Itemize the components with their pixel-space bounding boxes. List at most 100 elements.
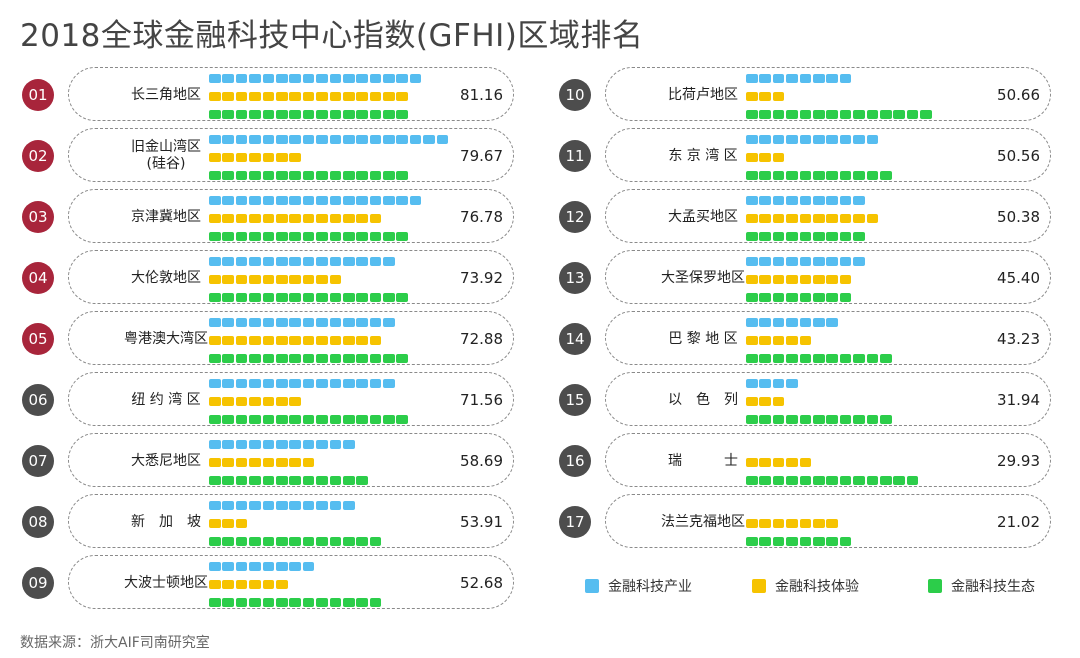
bar-experience xyxy=(746,519,840,528)
bar-segment xyxy=(249,110,261,119)
bar-segment xyxy=(369,171,382,180)
bar-segment xyxy=(316,214,328,223)
bar-segment xyxy=(786,275,798,284)
bar-industry xyxy=(746,74,853,83)
bar-segment xyxy=(342,318,355,327)
bar-segment xyxy=(262,257,275,266)
bar-segment xyxy=(342,415,355,424)
bar-segment xyxy=(746,397,758,406)
bar-segment xyxy=(786,458,798,467)
bar-segment xyxy=(839,537,852,546)
bar-segment xyxy=(369,318,382,327)
bar-segment xyxy=(746,232,758,241)
bar-segment xyxy=(222,476,234,485)
score-value: 79.67 xyxy=(460,147,503,165)
rank-badge: 08 xyxy=(22,506,54,538)
bar-segment xyxy=(289,598,301,607)
bar-segment xyxy=(289,397,301,406)
bar-segment xyxy=(289,336,301,345)
bar-segment xyxy=(289,232,301,241)
bar-segment xyxy=(356,135,368,144)
bar-segment xyxy=(316,275,328,284)
score-value: 52.68 xyxy=(460,574,503,592)
bar-segment xyxy=(369,110,382,119)
bar-segment xyxy=(235,135,248,144)
bar-segment xyxy=(853,476,865,485)
bar-segment xyxy=(839,354,852,363)
bar-segment xyxy=(356,293,368,302)
bar-industry xyxy=(746,196,867,205)
ranking-row: 09 大波士顿地区 52.68 xyxy=(22,555,514,611)
bar-segment xyxy=(302,318,315,327)
bar-segment xyxy=(329,232,342,241)
bar-segment xyxy=(812,354,825,363)
bar-segment xyxy=(222,153,234,162)
bar-segment xyxy=(879,415,892,424)
bar-segment xyxy=(316,476,328,485)
bar-segment xyxy=(289,153,301,162)
bar-segment xyxy=(249,74,261,83)
bar-segment xyxy=(342,440,355,449)
bar-segment xyxy=(772,519,785,528)
bar-ecosystem xyxy=(746,537,853,546)
bar-segment xyxy=(209,501,221,510)
bar-segment xyxy=(369,354,382,363)
legend-item: 金融科技体验 xyxy=(752,576,859,596)
bar-segment xyxy=(302,476,315,485)
bar-segment xyxy=(342,232,355,241)
bar-segment xyxy=(826,110,838,119)
bar-ecosystem xyxy=(209,293,410,302)
bar-segment xyxy=(222,537,234,546)
bar-segment xyxy=(289,458,301,467)
bar-segment xyxy=(235,397,248,406)
bar-segment xyxy=(262,415,275,424)
bar-segment xyxy=(772,397,785,406)
region-name: 大伦敦地区 xyxy=(131,269,201,286)
row-card: 瑞 士 29.93 xyxy=(605,433,1051,487)
bar-segment xyxy=(329,275,342,284)
bar-segment xyxy=(826,171,838,180)
region-name: 大波士顿地区 xyxy=(124,574,208,591)
bar-segment xyxy=(799,214,812,223)
score-value: 76.78 xyxy=(460,208,503,226)
ranking-row: 03 京津冀地区 76.78 xyxy=(22,189,514,245)
bar-segment xyxy=(759,171,771,180)
bar-segment xyxy=(383,415,395,424)
bar-segment xyxy=(222,336,234,345)
bar-segment xyxy=(262,74,275,83)
bar-segment xyxy=(879,354,892,363)
bar-segment xyxy=(235,74,248,83)
bar-industry xyxy=(746,135,880,144)
bar-segment xyxy=(235,580,248,589)
bar-segment xyxy=(906,476,919,485)
row-card: 大伦敦地区 73.92 xyxy=(68,250,514,304)
bar-segment xyxy=(262,196,275,205)
bar-segment xyxy=(356,318,368,327)
ranking-row: 17 法兰克福地区 21.02 xyxy=(559,494,1051,550)
bar-segment xyxy=(262,275,275,284)
bar-segment xyxy=(249,415,261,424)
bar-segment xyxy=(329,440,342,449)
bar-segment xyxy=(289,501,301,510)
bar-segment xyxy=(275,415,288,424)
bar-segment xyxy=(772,214,785,223)
bar-segment xyxy=(853,171,865,180)
bar-segment xyxy=(235,196,248,205)
legend-item: 金融科技产业 xyxy=(585,576,692,596)
bar-segment xyxy=(369,598,382,607)
bar-segment xyxy=(746,476,758,485)
bar-segment xyxy=(209,214,221,223)
bar-segment xyxy=(316,74,328,83)
rank-badge: 01 xyxy=(22,79,54,111)
bar-segment xyxy=(839,232,852,241)
bar-segment xyxy=(209,318,221,327)
bar-segment xyxy=(275,336,288,345)
bar-segment xyxy=(289,476,301,485)
bar-segment xyxy=(759,214,771,223)
bar-segment xyxy=(866,171,879,180)
bar-segment xyxy=(839,476,852,485)
bar-segment xyxy=(289,415,301,424)
bar-segment xyxy=(289,196,301,205)
score-value: 43.23 xyxy=(997,330,1040,348)
bar-segment xyxy=(396,110,409,119)
